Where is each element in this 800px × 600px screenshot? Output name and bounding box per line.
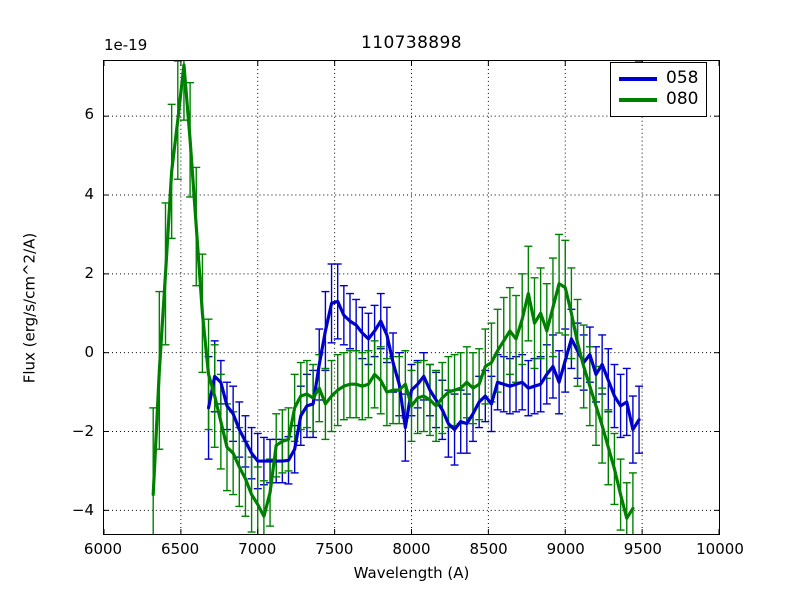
legend-swatch-058 [619, 76, 657, 81]
legend: 058 080 [610, 62, 708, 117]
x-tick-label-6000: 6000 [83, 540, 123, 558]
legend-swatch-080 [619, 97, 657, 102]
x-tick-label-9000: 9000 [546, 540, 585, 558]
y-tick-label--2: −2 [71, 422, 94, 441]
x-tick-label-8500: 8500 [469, 540, 508, 558]
y-tick-label-2: 2 [84, 263, 94, 282]
y-tick-label-6: 6 [84, 105, 94, 124]
x-tick-label-7000: 7000 [238, 540, 277, 558]
y-tick-label-0: 0 [84, 342, 94, 361]
plot-area [103, 60, 720, 535]
y-tick-label-4: 4 [84, 184, 94, 203]
y-axis-label: Flux (erg/s/cm^2/A) [20, 232, 39, 384]
x-tick-label-6500: 6500 [161, 540, 200, 558]
legend-label-058: 058 [666, 68, 699, 88]
x-axis-label: Wavelength (A) [353, 564, 470, 582]
x-tick-label-10000: 10000 [696, 540, 744, 558]
x-tick-label-7500: 7500 [315, 540, 354, 558]
legend-item-080: 080 [619, 89, 698, 110]
legend-item-058: 058 [619, 68, 698, 89]
plot-svg [104, 61, 719, 534]
legend-label-080: 080 [666, 89, 699, 109]
x-tick-label-9500: 9500 [623, 540, 662, 558]
x-tick-label-8000: 8000 [392, 540, 431, 558]
chart-title: 110738898 [361, 33, 462, 53]
y-axis-offset-label: 1e-19 [104, 36, 148, 54]
y-tick-label--4: −4 [71, 501, 94, 520]
